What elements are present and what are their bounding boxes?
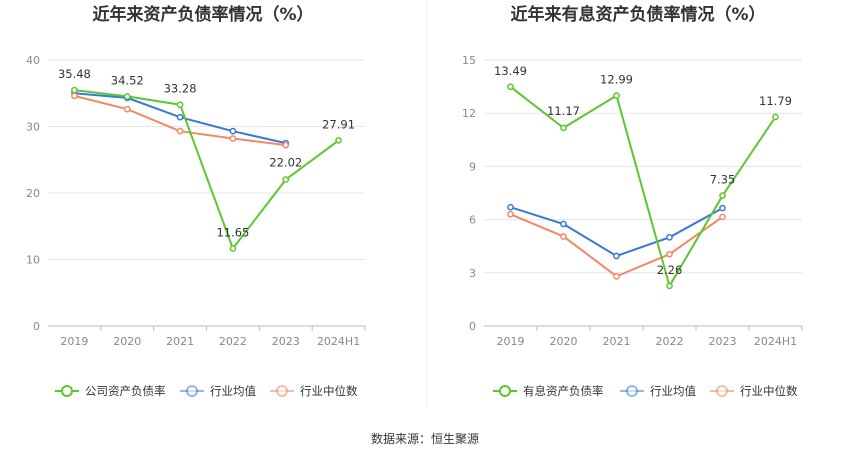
data-point [229,127,237,135]
series-line [510,213,724,278]
legend-label: 有息资产负债率 [523,384,604,398]
data-point [666,233,673,241]
data-label: 13.49 [494,64,527,78]
legend-item[interactable]: 行业中位数 [270,384,358,398]
data-label: 2.26 [657,263,683,277]
data-point [229,135,237,142]
data-point [507,83,514,91]
legend-label: 行业中位数 [740,384,798,398]
right-chart-panel: 近年来有息资产负债率情况（%） 0 3 6 9 12 15 2019 2020 2021 2022 2… [462,4,803,398]
data-point [719,204,726,212]
data-label: 7.35 [710,173,736,187]
y-tick-label: 9 [469,160,476,173]
series-line [74,89,340,251]
x-tick-label: 2020 [113,335,141,348]
y-tick-label: 40 [26,54,40,67]
legend-item[interactable]: 公司资产负债率 [55,384,166,398]
legend-swatch-marker [626,385,638,397]
data-point [282,141,290,149]
y-tick-label: 3 [469,267,476,280]
left-chart-panel: 近年来资产负债率情况（%） 0 10 20 30 40 2019 2020 2021 2022 20… [26,4,366,398]
legend-label: 行业中位数 [300,384,358,398]
x-tick-label: 2024H1 [317,335,360,348]
data-point [123,93,131,100]
x-tick-label: 2019 [497,335,525,348]
data-point [613,252,620,260]
data-point [71,86,78,94]
data-label: 12.99 [600,73,633,87]
data-point [176,113,184,121]
data-point [176,101,184,109]
data-point [176,127,184,135]
x-tick-label: 2022 [219,335,247,348]
data-label: 11.17 [547,104,580,118]
x-tick-label: 2021 [603,335,631,348]
data-point [666,282,673,290]
data-point [335,137,342,144]
data-label: 34.52 [111,73,144,87]
data-label: 27.91 [322,117,355,131]
legend-swatch-marker [186,385,198,397]
data-point [613,92,620,99]
y-tick-label: 30 [26,121,40,134]
data-point [666,250,673,258]
legend-item[interactable]: 行业均值 [620,384,696,398]
x-tick-label: 2024H1 [754,335,797,348]
data-point [719,192,726,200]
data-point [772,113,779,121]
data-label: 11.65 [216,226,249,240]
legend-label: 行业均值 [210,384,256,398]
y-tick-label: 6 [469,214,476,227]
chart-title: 近年来资产负债率情况（%） [92,4,313,25]
data-label: 11.79 [759,94,792,108]
x-tick-label: 2022 [656,335,684,348]
data-point [507,203,514,211]
legend-item[interactable]: 行业中位数 [710,384,798,398]
x-tick-label: 2023 [709,335,737,348]
data-point [560,220,567,228]
legend-swatch-marker [499,385,511,397]
y-tick-label: 10 [26,254,40,267]
data-label: 22.02 [269,156,302,170]
data-point [282,176,290,183]
legend-item[interactable]: 有息资产负债率 [493,384,604,398]
data-source-label: 数据来源：恒生聚源 [371,431,479,446]
y-tick-label: 20 [26,187,40,200]
x-tick-label: 2021 [166,335,194,348]
legend-item[interactable]: 行业均值 [180,384,256,398]
x-tick-label: 2020 [550,335,578,348]
data-label: 35.48 [58,67,91,81]
y-tick-label: 12 [462,107,476,120]
legend-swatch-marker [276,385,288,397]
x-tick-label: 2019 [60,335,88,348]
data-point [507,210,514,218]
legend-label: 公司资产负债率 [85,384,166,398]
data-point [71,92,78,100]
y-tick-label: 15 [462,54,476,67]
data-point [613,272,620,280]
data-point [229,245,237,252]
data-point [560,124,567,132]
series-line [509,86,777,289]
legend-swatch-marker [716,385,728,397]
data-point [560,233,567,240]
data-point [719,213,726,221]
legend-swatch-marker [61,385,73,397]
data-point [123,105,131,113]
y-tick-label: 0 [33,320,40,333]
data-label: 33.28 [164,82,197,96]
x-tick-label: 2023 [272,335,300,348]
y-tick-label: 0 [469,320,476,333]
legend-label: 行业均值 [650,384,696,398]
chart-title: 近年来有息资产负债率情况（%） [510,4,765,25]
